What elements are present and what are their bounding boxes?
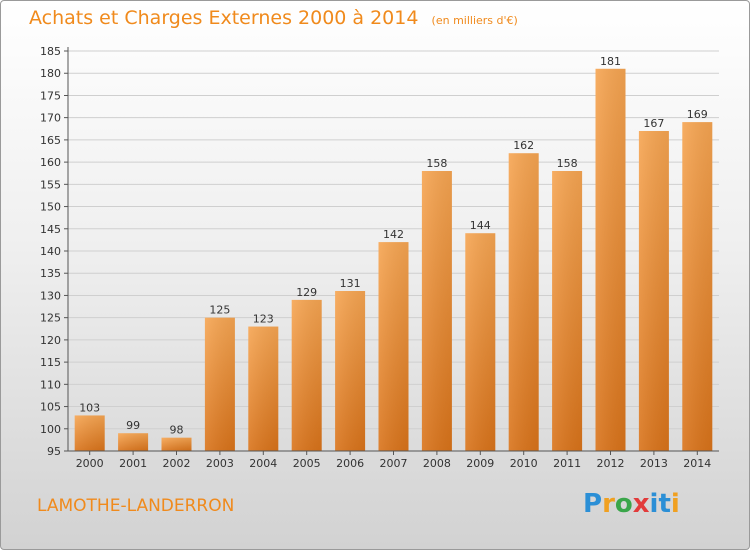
y-tick-label: 185 — [40, 45, 61, 58]
data-label: 169 — [687, 108, 708, 121]
y-tick-label: 130 — [40, 289, 61, 302]
y-tick-label: 100 — [40, 423, 61, 436]
data-label: 99 — [126, 419, 140, 432]
data-label: 131 — [340, 277, 361, 290]
chart-unit: (en milliers d'€) — [431, 14, 518, 27]
chart-title: Achats et Charges Externes 2000 à 2014 — [29, 7, 419, 29]
x-tick-label: 2013 — [640, 457, 668, 470]
y-tick-label: 150 — [40, 201, 61, 214]
bar-shade — [465, 233, 496, 451]
data-label: 142 — [383, 228, 404, 241]
bar-shade — [638, 131, 669, 451]
bar-shade — [74, 415, 105, 451]
proxiti-logo: Proxiti — [583, 489, 680, 519]
bar-shade — [248, 326, 279, 451]
x-tick-label: 2007 — [380, 457, 408, 470]
bar-shade — [682, 122, 713, 451]
x-tick-label: 2005 — [293, 457, 321, 470]
data-label: 167 — [643, 117, 664, 130]
commune-name: LAMOTHE-LANDERRON — [37, 496, 235, 516]
y-tick-label: 105 — [40, 401, 61, 414]
bar-shade — [118, 433, 149, 451]
y-tick-label: 125 — [40, 312, 61, 325]
y-tick-label: 95 — [47, 445, 61, 458]
data-label: 181 — [600, 55, 621, 68]
x-tick-label: 2002 — [163, 457, 191, 470]
bar-shade — [291, 299, 322, 451]
bar-layer: 103 99 98 125 123 129 131 142 158 144 162 158 181 167… — [74, 55, 713, 452]
logo-letter: i — [670, 489, 680, 519]
data-label: 123 — [253, 313, 274, 326]
bar-shade — [161, 437, 192, 451]
data-label: 158 — [557, 157, 578, 170]
y-tick-label: 180 — [40, 67, 61, 80]
bar-shade — [421, 171, 452, 451]
bar-shade — [595, 68, 626, 452]
x-tick-label: 2012 — [597, 457, 625, 470]
data-label: 125 — [209, 304, 230, 317]
logo-letter: r — [602, 489, 615, 519]
y-tick-label: 160 — [40, 156, 61, 169]
x-tick-label: 2000 — [76, 457, 104, 470]
data-label: 103 — [79, 401, 100, 414]
logo-letter: i — [649, 489, 659, 519]
x-tick-label: 2009 — [466, 457, 494, 470]
axis-layer: 95 100 105 110 115 120 125 130 135 140 145 150 155 16… — [40, 45, 719, 470]
y-tick-label: 110 — [40, 378, 61, 391]
bar-shade — [552, 171, 583, 451]
x-tick-label: 2011 — [553, 457, 581, 470]
x-tick-label: 2014 — [683, 457, 711, 470]
bar-shade — [508, 153, 539, 451]
data-label: 98 — [170, 424, 184, 437]
y-tick-label: 175 — [40, 89, 61, 102]
x-tick-label: 2006 — [336, 457, 364, 470]
x-tick-label: 2003 — [206, 457, 234, 470]
data-label: 129 — [296, 286, 317, 299]
data-label: 158 — [426, 157, 447, 170]
data-label: 162 — [513, 139, 534, 152]
y-tick-label: 170 — [40, 112, 61, 125]
logo-letter: x — [632, 489, 650, 519]
y-tick-label: 115 — [40, 356, 61, 369]
bar-shade — [204, 317, 235, 451]
y-tick-label: 155 — [40, 178, 61, 191]
x-tick-label: 2008 — [423, 457, 451, 470]
y-tick-label: 120 — [40, 334, 61, 347]
x-tick-label: 2004 — [249, 457, 277, 470]
bar-shade — [378, 242, 409, 451]
y-tick-label: 135 — [40, 267, 61, 280]
data-label: 144 — [470, 219, 491, 232]
y-tick-label: 140 — [40, 245, 61, 258]
y-tick-label: 145 — [40, 223, 61, 236]
y-tick-label: 165 — [40, 134, 61, 147]
x-tick-label: 2010 — [510, 457, 538, 470]
bar-shade — [335, 291, 366, 451]
logo-letter: o — [614, 489, 633, 519]
x-tick-label: 2001 — [119, 457, 147, 470]
logo-letter: t — [658, 489, 671, 519]
logo-letter: P — [583, 489, 603, 519]
title-row: Achats et Charges Externes 2000 à 2014 (… — [29, 7, 518, 29]
